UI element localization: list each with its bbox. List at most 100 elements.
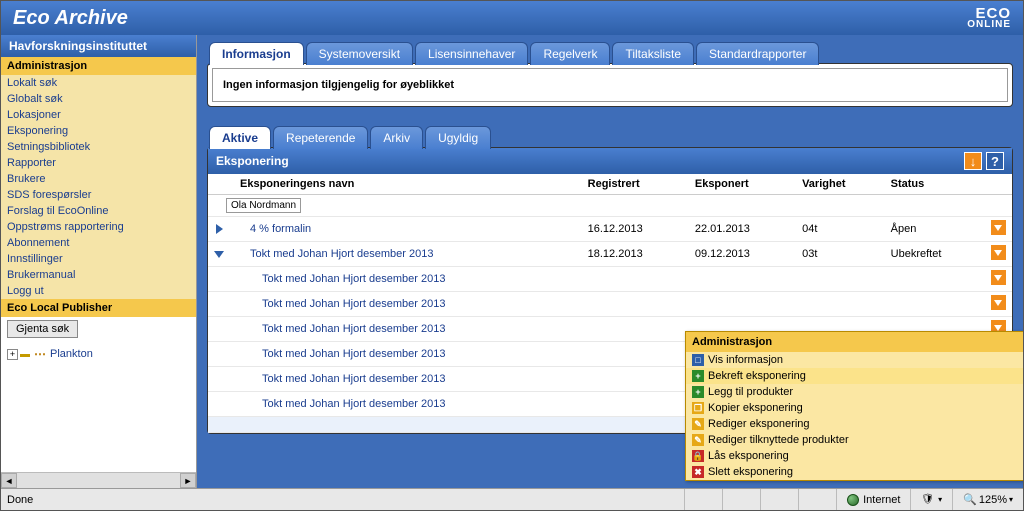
- scroll-left-icon[interactable]: ◄: [1, 473, 17, 488]
- sidebar-admin-section[interactable]: Administrasjon: [1, 57, 196, 75]
- sidebar-link-eksponering[interactable]: Eksponering: [1, 123, 196, 139]
- row-duration: 03t: [796, 242, 885, 267]
- table-row[interactable]: Tokt med Johan Hjort desember 201318.12.…: [208, 242, 1012, 267]
- tab-informasjon[interactable]: Informasjon: [209, 42, 304, 65]
- status-security[interactable]: 🛡▾: [910, 489, 952, 510]
- col-header[interactable]: Eksponeringens navn: [234, 174, 582, 195]
- sidebar-link-brukermanual[interactable]: Brukermanual: [1, 267, 196, 283]
- zoom-icon: 🔍: [963, 493, 977, 506]
- collapse-icon[interactable]: [214, 251, 224, 258]
- row-duration: 04t: [796, 217, 885, 242]
- tab-repeterende[interactable]: Repeterende: [273, 126, 368, 149]
- context-item-label: Rediger tilknyttede produkter: [708, 434, 849, 446]
- tab-regelverk[interactable]: Regelverk: [530, 42, 610, 65]
- sidebar-link-sds-foresp-rsler[interactable]: SDS forespørsler: [1, 187, 196, 203]
- col-header[interactable]: Eksponert: [689, 174, 796, 195]
- row-status: [885, 267, 985, 292]
- sidebar-link-innstillinger[interactable]: Innstillinger: [1, 251, 196, 267]
- info-tabs: InformasjonSystemoversiktLisensinnehaver…: [209, 42, 821, 65]
- context-item-icon: ✎: [692, 434, 704, 446]
- tab-systemoversikt[interactable]: Systemoversikt: [306, 42, 413, 65]
- context-menu: Administrasjon ✕ □Vis informasjon+Bekref…: [685, 331, 1023, 481]
- col-header[interactable]: Registrert: [582, 174, 689, 195]
- tab-arkiv[interactable]: Arkiv: [370, 126, 423, 149]
- row-exposed: 22.01.2013: [689, 217, 796, 242]
- help-icon[interactable]: ?: [986, 152, 1004, 170]
- zoom-control[interactable]: 🔍 125% ▾: [952, 489, 1023, 510]
- row-exposed: [689, 292, 796, 317]
- context-menu-title: Administrasjon: [692, 336, 772, 348]
- repeat-search-button[interactable]: Gjenta søk: [7, 320, 78, 338]
- row-action-icon[interactable]: [991, 220, 1006, 235]
- tree-dots-icon: ⋯: [34, 347, 46, 361]
- content-area: InformasjonSystemoversiktLisensinnehaver…: [197, 35, 1023, 488]
- context-item-legg-til-produkter[interactable]: +Legg til produkter: [686, 384, 1023, 400]
- top-bar: Eco Archive ECO ONLINE: [1, 1, 1023, 35]
- row-status: Ubekreftet: [885, 242, 985, 267]
- context-item-rediger-eksponering[interactable]: ✎Rediger eksponering: [686, 416, 1023, 432]
- context-item-icon: +: [692, 370, 704, 382]
- context-item-icon: ❐: [692, 402, 704, 414]
- download-icon[interactable]: ↓: [964, 152, 982, 170]
- col-header[interactable]: Status: [885, 174, 985, 195]
- col-header[interactable]: Varighet: [796, 174, 885, 195]
- context-item-bekreft-eksponering[interactable]: + Bekreft eksponering: [686, 368, 1023, 384]
- row-name[interactable]: Tokt med Johan Hjort desember 2013: [234, 392, 582, 417]
- exposure-header: Eksponering ↓ ?: [208, 148, 1012, 174]
- row-name[interactable]: Tokt med Johan Hjort desember 2013: [234, 317, 582, 342]
- row-duration: [796, 267, 885, 292]
- sidebar-scrollbar[interactable]: ◄►: [1, 472, 196, 488]
- row-action-icon[interactable]: [991, 295, 1006, 310]
- sidebar-link-oppstr-ms-rapportering[interactable]: Oppstrøms rapportering: [1, 219, 196, 235]
- context-item-slett-eksponering[interactable]: ✖ Slett eksponering: [686, 464, 1023, 480]
- tab-aktive[interactable]: Aktive: [209, 126, 271, 149]
- tab-lisensinnehaver[interactable]: Lisensinnehaver: [415, 42, 528, 65]
- row-action-icon[interactable]: [991, 245, 1006, 260]
- context-item-icon: ✖: [692, 466, 704, 478]
- context-item-icon: ✎: [692, 418, 704, 430]
- security-icon: 🛡: [921, 494, 934, 505]
- tab-standardrapporter[interactable]: Standardrapporter: [696, 42, 819, 65]
- row-exposed: 09.12.2013: [689, 242, 796, 267]
- sidebar-link-rapporter[interactable]: Rapporter: [1, 155, 196, 171]
- globe-icon: [847, 494, 859, 506]
- sidebar-link-abonnement[interactable]: Abonnement: [1, 235, 196, 251]
- sidebar-link-forslag-til-ecoonline[interactable]: Forslag til EcoOnline: [1, 203, 196, 219]
- tree-expand-icon[interactable]: +: [7, 349, 18, 360]
- context-item-label: Lås eksponering: [708, 450, 789, 462]
- table-row[interactable]: 4 % formalin16.12.201322.01.201304tÅpen: [208, 217, 1012, 242]
- sidebar-publisher-section[interactable]: Eco Local Publisher: [1, 299, 196, 317]
- table-row[interactable]: Tokt med Johan Hjort desember 2013: [208, 292, 1012, 317]
- table-row[interactable]: Tokt med Johan Hjort desember 2013: [208, 267, 1012, 292]
- row-name[interactable]: Tokt med Johan Hjort desember 2013: [234, 342, 582, 367]
- context-item-label: Bekreft eksponering: [708, 370, 806, 382]
- row-name[interactable]: 4 % formalin: [234, 217, 582, 242]
- tab-ugyldig[interactable]: Ugyldig: [425, 126, 491, 149]
- tree-item-plankton[interactable]: + ▬ ⋯ Plankton: [7, 347, 190, 361]
- row-name[interactable]: Tokt med Johan Hjort desember 2013: [234, 292, 582, 317]
- exposure-tabs: AktiveRepeterendeArkivUgyldig: [209, 126, 493, 149]
- expand-icon[interactable]: [216, 224, 223, 234]
- sidebar-link-logg-ut[interactable]: Logg ut: [1, 283, 196, 299]
- row-action-icon[interactable]: [991, 270, 1006, 285]
- row-registered: 18.12.2013: [582, 242, 689, 267]
- context-item-vis-informasjon[interactable]: □Vis informasjon: [686, 352, 1023, 368]
- sidebar-link-lokalt-s-k[interactable]: Lokalt søk: [1, 75, 196, 91]
- sidebar-link-lokasjoner[interactable]: Lokasjoner: [1, 107, 196, 123]
- row-duration: [796, 292, 885, 317]
- context-item-label: Slett eksponering: [708, 466, 793, 478]
- exposure-title: Eksponering: [216, 154, 289, 168]
- row-name[interactable]: Tokt med Johan Hjort desember 2013: [234, 267, 582, 292]
- sidebar-link-globalt-s-k[interactable]: Globalt søk: [1, 91, 196, 107]
- row-name[interactable]: Tokt med Johan Hjort desember 2013: [234, 242, 582, 267]
- context-item-rediger-tilknyttede-produkter[interactable]: ✎ Rediger tilknyttede produkter: [686, 432, 1023, 448]
- context-item-l-s-eksponering[interactable]: 🔒Lås eksponering: [686, 448, 1023, 464]
- sidebar-link-brukere[interactable]: Brukere: [1, 171, 196, 187]
- row-registered: [582, 392, 689, 417]
- context-item-kopier-eksponering[interactable]: ❐Kopier eksponering: [686, 400, 1023, 416]
- row-name[interactable]: Tokt med Johan Hjort desember 2013: [234, 367, 582, 392]
- tab-tiltaksliste[interactable]: Tiltaksliste: [612, 42, 694, 65]
- row-status: [885, 292, 985, 317]
- sidebar-link-setningsbibliotek[interactable]: Setningsbibliotek: [1, 139, 196, 155]
- scroll-right-icon[interactable]: ►: [180, 473, 196, 488]
